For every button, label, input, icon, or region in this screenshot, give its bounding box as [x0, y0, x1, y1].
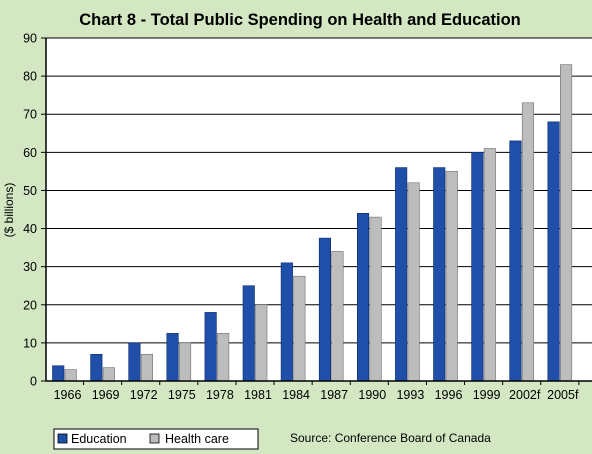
- education-bar: [128, 342, 141, 382]
- y-tick-label: 50: [23, 184, 37, 198]
- chart-title: Chart 8 - Total Public Spending on Healt…: [79, 11, 521, 29]
- x-tick-label: 1966: [54, 388, 82, 402]
- health-care-bar: [331, 251, 344, 382]
- health-care-bar: [179, 342, 192, 382]
- education-bar: [166, 333, 179, 382]
- education-bar: [318, 237, 332, 382]
- legend-label-health-care: Health care: [165, 432, 229, 446]
- health-care-bar: [293, 275, 306, 382]
- source-note: Source: Conference Board of Canada: [290, 431, 491, 445]
- legend-label-education: Education: [71, 432, 127, 446]
- y-tick-label: 30: [23, 260, 37, 274]
- y-tick-label: 20: [23, 298, 37, 312]
- x-tick-label: 1999: [473, 388, 501, 402]
- x-tick-label: 1972: [130, 388, 158, 402]
- education-bar: [90, 354, 103, 382]
- education-bar: [547, 121, 560, 382]
- x-tick-label: 1975: [168, 388, 196, 402]
- y-tick-label: 90: [23, 32, 37, 46]
- x-tick-label: 2002f: [509, 388, 541, 402]
- health-care-bar: [407, 182, 420, 382]
- y-tick-label: 40: [23, 222, 37, 236]
- x-tick-label: 1990: [358, 388, 386, 402]
- education-bar: [356, 213, 370, 382]
- education-bar: [242, 285, 255, 382]
- x-tick-label: 1987: [320, 388, 348, 402]
- health-care-bar: [559, 64, 573, 382]
- health-care-bar: [255, 304, 268, 382]
- y-tick-label: 70: [23, 108, 37, 122]
- education-bar: [204, 312, 217, 382]
- education-bar: [52, 365, 65, 382]
- education-bar: [395, 167, 408, 382]
- health-care-bar: [483, 148, 496, 382]
- health-care-bar: [217, 333, 230, 382]
- health-care-bar: [445, 171, 458, 382]
- y-tick-label: 10: [23, 336, 37, 350]
- legend: Education Health care: [53, 428, 259, 450]
- bars: [52, 64, 573, 382]
- x-tick-label: 1984: [282, 388, 310, 402]
- y-axis-label: ($ billions): [2, 183, 16, 238]
- legend-swatch-health-care: [149, 433, 160, 444]
- x-tick-label: 1993: [396, 388, 424, 402]
- y-tick-label: 60: [23, 146, 37, 160]
- x-tick-label: 1969: [92, 388, 120, 402]
- health-care-bar: [64, 369, 77, 382]
- health-care-bar: [521, 102, 535, 382]
- legend-swatch-education: [57, 433, 68, 444]
- education-bar: [471, 152, 484, 382]
- x-tick-label: 1978: [206, 388, 234, 402]
- health-care-bar: [140, 354, 153, 382]
- x-tick-label: 1996: [435, 388, 463, 402]
- y-axis: 0 10 20 30 40 50 60 70 80 90: [23, 32, 47, 389]
- health-care-bar: [369, 216, 382, 382]
- y-tick-label: 0: [30, 375, 37, 389]
- health-care-bar: [102, 367, 115, 382]
- y-tick-label: 80: [23, 70, 37, 84]
- education-bar: [433, 167, 446, 382]
- x-axis: 1966 1969 1972 1975 1978 1981 1984 1987 1990 1993…: [46, 380, 592, 402]
- x-tick-label: 1981: [244, 388, 272, 402]
- education-bar: [280, 262, 293, 382]
- x-tick-label: 2005f: [547, 388, 579, 402]
- education-bar: [509, 140, 522, 382]
